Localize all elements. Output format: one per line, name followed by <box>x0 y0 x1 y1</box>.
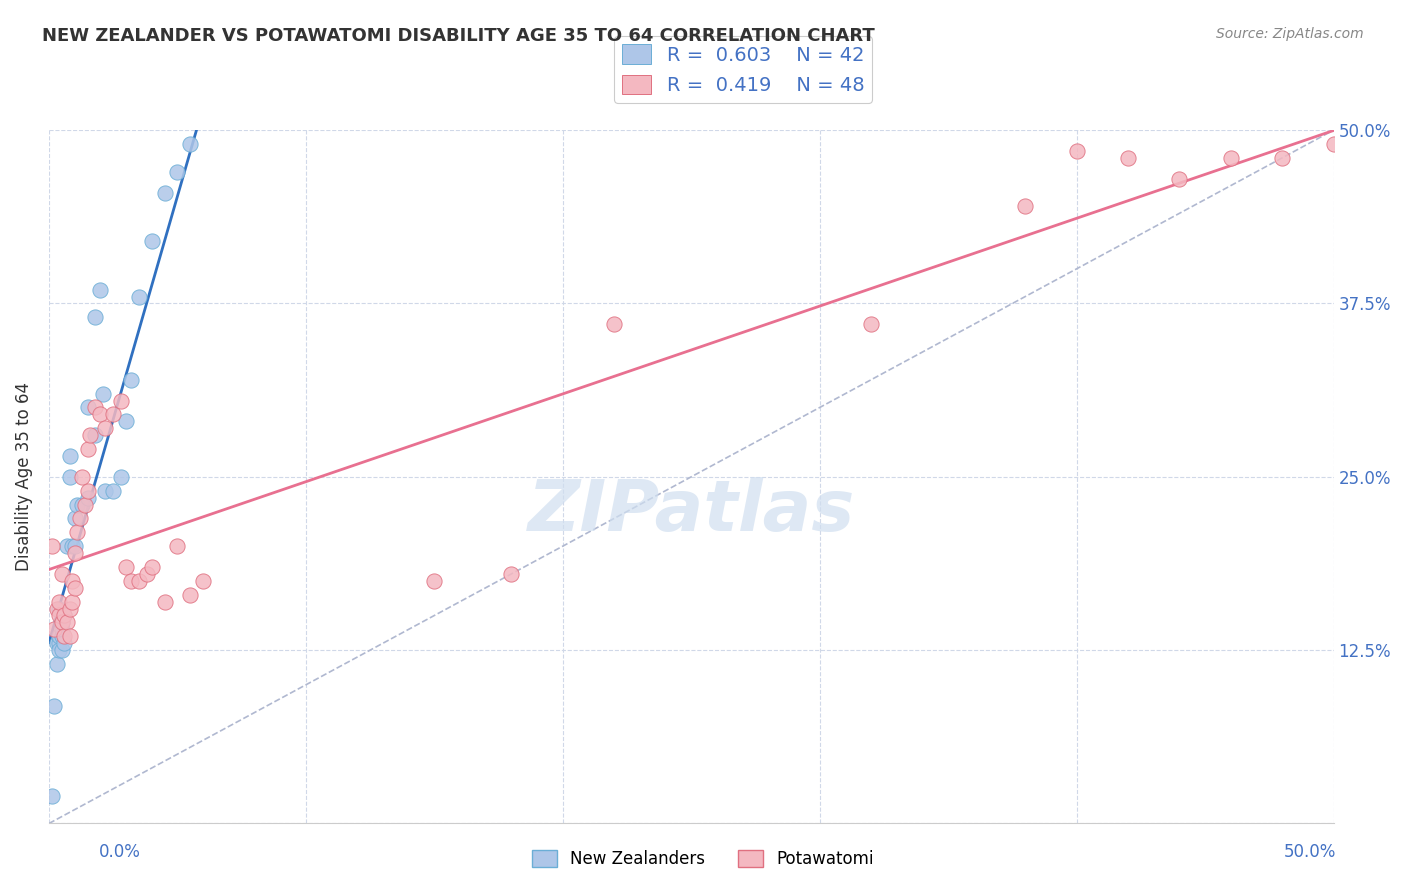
Potawatomi <box>48 608 70 623</box>
New Zealanders <box>48 643 70 657</box>
New Zealanders <box>76 491 98 505</box>
Potawatomi <box>423 574 446 588</box>
Potawatomi <box>191 574 214 588</box>
Potawatomi <box>79 428 101 442</box>
New Zealanders <box>51 643 73 657</box>
New Zealanders <box>53 636 76 650</box>
New Zealanders <box>53 608 76 623</box>
New Zealanders <box>153 186 176 200</box>
Potawatomi <box>860 318 883 332</box>
New Zealanders <box>179 136 201 151</box>
New Zealanders <box>191 109 214 123</box>
Potawatomi <box>89 408 111 422</box>
Text: 0.0%: 0.0% <box>98 843 141 861</box>
Potawatomi <box>72 470 94 484</box>
Potawatomi <box>41 539 63 553</box>
Potawatomi <box>63 546 86 560</box>
New Zealanders <box>58 449 80 463</box>
Potawatomi <box>128 574 150 588</box>
Potawatomi <box>76 483 98 498</box>
Potawatomi <box>66 525 89 540</box>
Text: NEW ZEALANDER VS POTAWATOMI DISABILITY AGE 35 TO 64 CORRELATION CHART: NEW ZEALANDER VS POTAWATOMI DISABILITY A… <box>42 27 875 45</box>
New Zealanders <box>218 61 240 75</box>
New Zealanders <box>51 629 73 643</box>
Text: 50.0%: 50.0% <box>1284 843 1336 861</box>
Potawatomi <box>141 560 163 574</box>
Potawatomi <box>58 601 80 615</box>
New Zealanders <box>166 165 188 179</box>
New Zealanders <box>63 539 86 553</box>
New Zealanders <box>84 428 107 442</box>
New Zealanders <box>42 698 65 713</box>
Potawatomi <box>73 498 96 512</box>
Potawatomi <box>60 594 83 608</box>
Potawatomi <box>48 594 70 608</box>
New Zealanders <box>45 636 67 650</box>
Text: ZIPatlas: ZIPatlas <box>527 477 855 546</box>
Potawatomi <box>45 601 67 615</box>
Potawatomi <box>103 408 125 422</box>
New Zealanders <box>110 470 132 484</box>
New Zealanders <box>56 539 79 553</box>
Legend: R =  0.603    N = 42, R =  0.419    N = 48: R = 0.603 N = 42, R = 0.419 N = 48 <box>614 37 872 103</box>
Potawatomi <box>135 566 157 581</box>
New Zealanders <box>51 615 73 630</box>
New Zealanders <box>205 81 228 95</box>
Potawatomi <box>42 623 65 637</box>
Potawatomi <box>53 629 76 643</box>
New Zealanders <box>128 289 150 303</box>
Potawatomi <box>153 594 176 608</box>
Potawatomi <box>1219 151 1241 165</box>
Potawatomi <box>84 401 107 415</box>
Potawatomi <box>58 629 80 643</box>
Potawatomi <box>56 615 79 630</box>
Potawatomi <box>1066 144 1088 158</box>
Potawatomi <box>166 539 188 553</box>
Text: Source: ZipAtlas.com: Source: ZipAtlas.com <box>1216 27 1364 41</box>
New Zealanders <box>41 789 63 803</box>
Potawatomi <box>1168 171 1191 186</box>
New Zealanders <box>84 310 107 325</box>
Y-axis label: Disability Age 35 to 64: Disability Age 35 to 64 <box>15 383 32 571</box>
Potawatomi <box>603 318 626 332</box>
New Zealanders <box>58 470 80 484</box>
New Zealanders <box>231 33 253 47</box>
Potawatomi <box>60 574 83 588</box>
Potawatomi <box>179 588 201 602</box>
Potawatomi <box>110 393 132 408</box>
New Zealanders <box>94 483 117 498</box>
New Zealanders <box>63 511 86 525</box>
Potawatomi <box>63 581 86 595</box>
Legend: New Zealanders, Potawatomi: New Zealanders, Potawatomi <box>524 843 882 875</box>
New Zealanders <box>51 623 73 637</box>
New Zealanders <box>48 601 70 615</box>
Potawatomi <box>94 421 117 435</box>
New Zealanders <box>120 373 142 387</box>
Potawatomi <box>115 560 138 574</box>
Potawatomi <box>76 442 98 456</box>
Potawatomi <box>69 511 91 525</box>
Potawatomi <box>1116 151 1139 165</box>
New Zealanders <box>72 498 94 512</box>
New Zealanders <box>103 483 125 498</box>
Potawatomi <box>501 566 523 581</box>
Potawatomi <box>53 608 76 623</box>
Potawatomi <box>51 615 73 630</box>
Potawatomi <box>51 566 73 581</box>
New Zealanders <box>60 539 83 553</box>
New Zealanders <box>66 498 89 512</box>
New Zealanders <box>48 629 70 643</box>
New Zealanders <box>91 386 114 401</box>
New Zealanders <box>115 414 138 428</box>
Potawatomi <box>1014 199 1036 213</box>
New Zealanders <box>89 283 111 297</box>
Potawatomi <box>120 574 142 588</box>
New Zealanders <box>141 234 163 248</box>
Potawatomi <box>1271 151 1294 165</box>
New Zealanders <box>48 636 70 650</box>
Potawatomi <box>1322 136 1344 151</box>
New Zealanders <box>76 401 98 415</box>
New Zealanders <box>45 657 67 671</box>
